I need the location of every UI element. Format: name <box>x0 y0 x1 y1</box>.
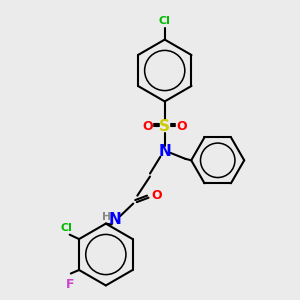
Text: Cl: Cl <box>159 16 171 26</box>
Text: H: H <box>102 212 111 222</box>
Text: O: O <box>152 189 162 202</box>
Text: F: F <box>66 278 74 291</box>
Text: S: S <box>159 119 170 134</box>
Text: N: N <box>108 212 121 227</box>
Text: O: O <box>142 120 153 133</box>
Text: N: N <box>158 144 171 159</box>
Text: Cl: Cl <box>61 223 73 232</box>
Text: O: O <box>176 120 187 133</box>
